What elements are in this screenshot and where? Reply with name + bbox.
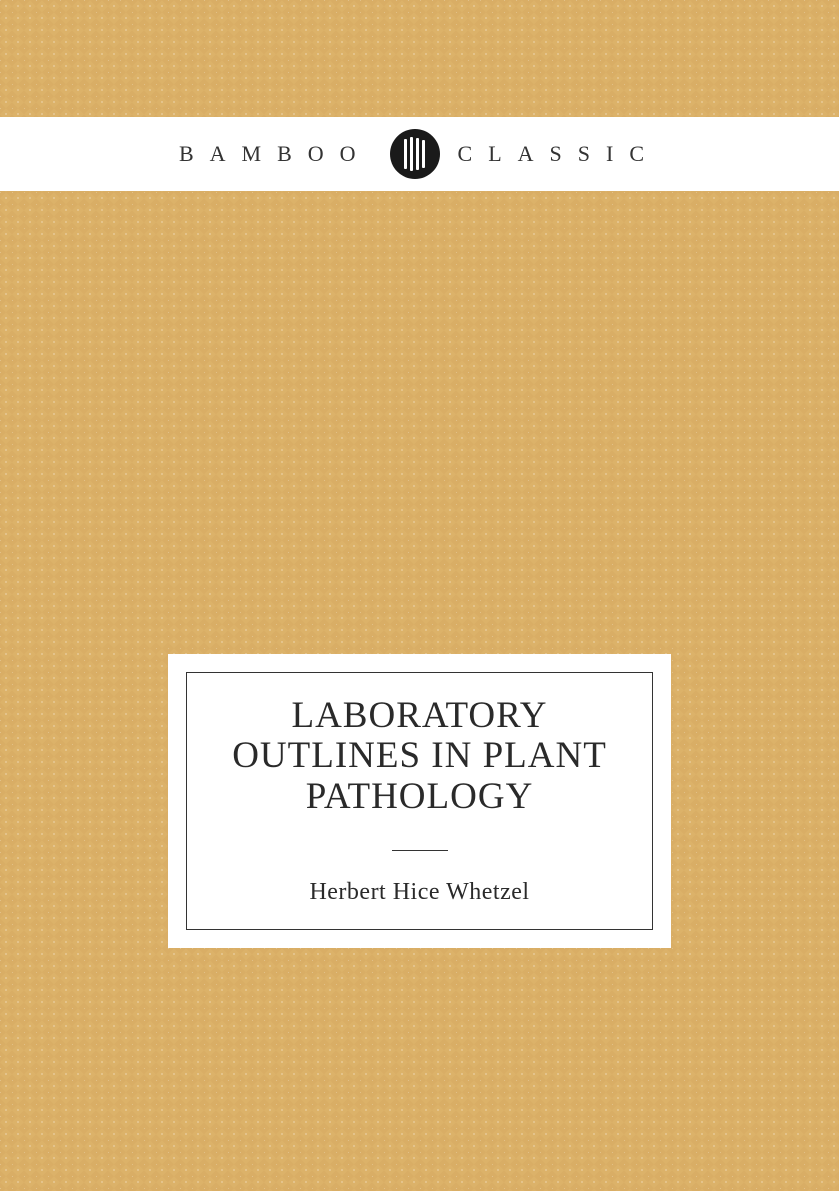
publisher-band: BAMBOO CLASSIC <box>0 117 839 191</box>
publisher-label: BAMBOO CLASSIC <box>179 129 660 179</box>
book-title: LABORATORY OUTLINES IN PLANT PATHOLOGY <box>217 696 622 818</box>
bamboo-logo-icon <box>390 129 440 179</box>
title-card-inner: LABORATORY OUTLINES IN PLANT PATHOLOGY H… <box>186 672 653 930</box>
author-name: Herbert Hice Whetzel <box>309 879 529 906</box>
publisher-word-right: CLASSIC <box>458 141 660 167</box>
title-divider <box>392 850 448 852</box>
title-card: LABORATORY OUTLINES IN PLANT PATHOLOGY H… <box>168 654 671 948</box>
publisher-word-left: BAMBOO <box>179 141 372 167</box>
